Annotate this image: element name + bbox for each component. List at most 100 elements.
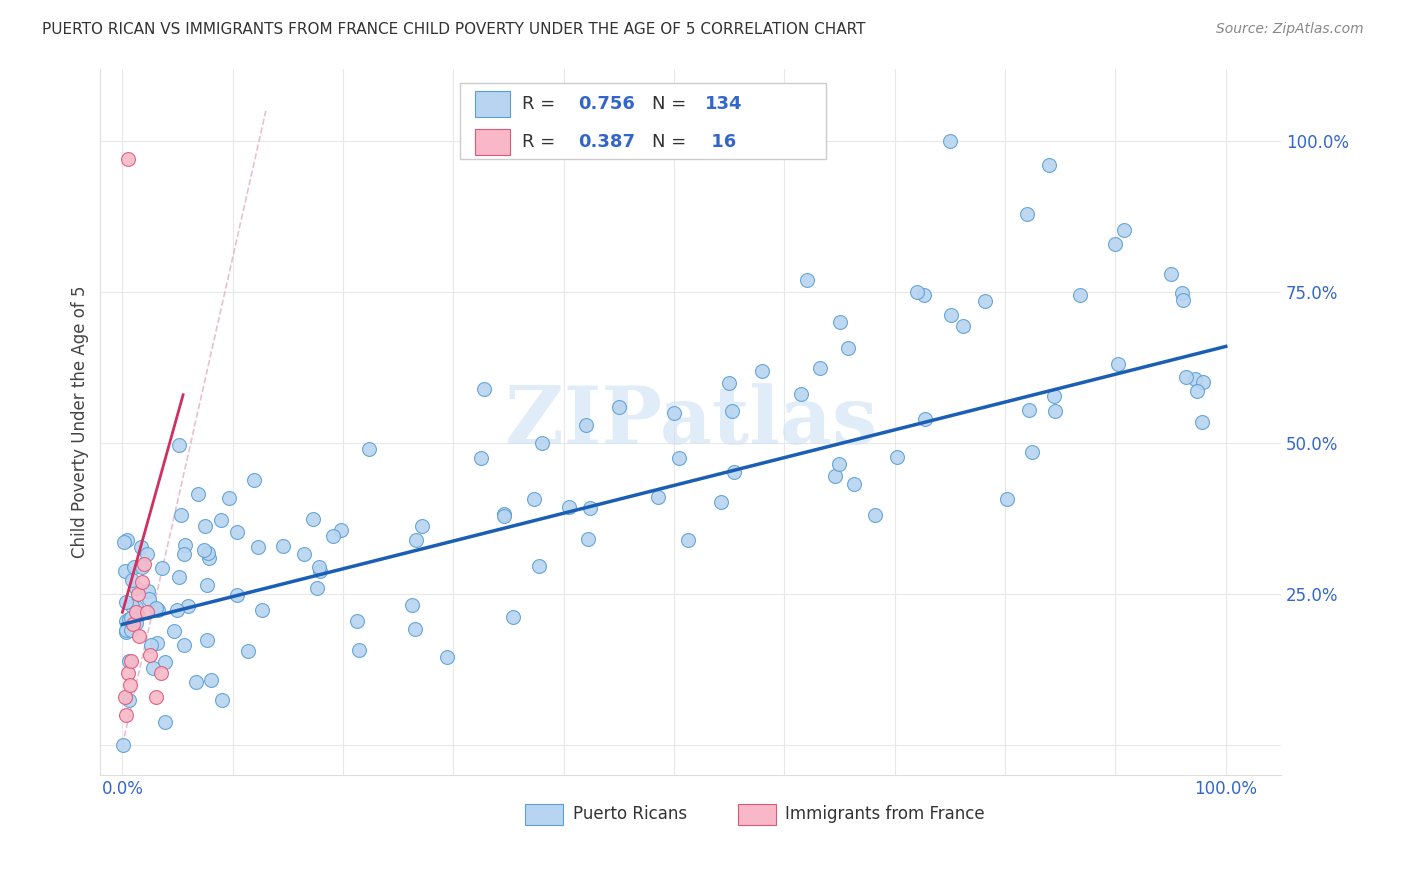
Point (226, 588, 249, 602)
Text: N =: N = (652, 95, 692, 113)
Point (120, 654, 142, 668)
Point (1018, 403, 1040, 417)
Text: 134: 134 (704, 95, 742, 113)
Point (167, 438, 190, 452)
Point (1184, 372, 1206, 386)
Point (122, 617, 145, 632)
Point (173, 639, 195, 653)
Point (405, 533, 427, 547)
Point (195, 577, 218, 591)
Point (127, 587, 149, 601)
Point (122, 559, 145, 574)
Point (115, 595, 138, 609)
Point (1173, 293, 1195, 307)
Point (114, 564, 136, 578)
Point (309, 565, 332, 579)
Point (1104, 236, 1126, 251)
Point (150, 665, 173, 680)
Point (939, 134, 962, 148)
Point (718, 376, 741, 390)
Point (117, 152, 139, 166)
Point (136, 584, 159, 599)
Point (153, 656, 176, 670)
Point (200, 673, 222, 688)
Point (115, 533, 138, 547)
FancyBboxPatch shape (738, 804, 776, 825)
Point (824, 468, 846, 483)
FancyBboxPatch shape (460, 83, 827, 159)
Point (308, 560, 330, 574)
Point (494, 508, 516, 523)
Point (1160, 267, 1182, 281)
Point (124, 605, 146, 619)
Point (1069, 288, 1091, 302)
Text: 0.756: 0.756 (578, 95, 636, 113)
Point (124, 600, 146, 615)
Point (1114, 223, 1136, 237)
Point (668, 450, 690, 465)
Point (118, 654, 141, 668)
Point (973, 293, 995, 308)
Point (502, 609, 524, 624)
Point (1043, 389, 1066, 403)
Point (349, 642, 371, 657)
Point (1191, 415, 1213, 429)
Point (676, 533, 699, 548)
Point (242, 473, 264, 487)
Point (134, 557, 156, 571)
Point (150, 560, 173, 574)
Point (120, 623, 142, 637)
Point (790, 387, 813, 401)
Point (305, 581, 328, 595)
Point (187, 487, 209, 501)
Point (472, 382, 495, 396)
Point (120, 611, 142, 625)
Point (197, 546, 219, 560)
Point (112, 534, 135, 549)
Point (723, 466, 745, 480)
Point (121, 599, 143, 614)
Point (941, 308, 963, 322)
Point (142, 661, 165, 675)
Point (162, 624, 184, 638)
Point (411, 519, 433, 533)
Point (271, 539, 294, 553)
Text: R =: R = (522, 95, 561, 113)
Text: ZIPatlas: ZIPatlas (505, 383, 877, 461)
Point (250, 603, 273, 617)
Point (330, 523, 353, 537)
Point (111, 738, 134, 752)
Point (576, 533, 599, 547)
Point (842, 477, 865, 491)
Point (995, 491, 1018, 506)
Point (236, 643, 259, 657)
Point (1107, 357, 1129, 371)
Point (195, 633, 218, 648)
Point (118, 693, 141, 707)
Point (1021, 444, 1043, 458)
Point (346, 614, 368, 628)
Point (197, 550, 219, 565)
Point (662, 406, 685, 420)
Point (292, 547, 315, 561)
Point (710, 494, 733, 508)
Text: PUERTO RICAN VS IMMIGRANTS FROM FRANCE CHILD POVERTY UNDER THE AGE OF 5 CORRELAT: PUERTO RICAN VS IMMIGRANTS FROM FRANCE C… (42, 22, 866, 37)
Point (170, 508, 193, 523)
Point (796, 273, 818, 287)
Point (357, 442, 380, 457)
Point (125, 616, 148, 631)
Point (120, 678, 142, 692)
Point (863, 508, 886, 522)
Point (115, 623, 138, 637)
Point (131, 575, 153, 590)
Point (118, 612, 141, 626)
Point (1187, 384, 1209, 399)
FancyBboxPatch shape (475, 129, 510, 154)
Point (218, 491, 240, 505)
Point (401, 599, 423, 613)
Point (914, 411, 936, 425)
Y-axis label: Child Poverty Under the Age of 5: Child Poverty Under the Age of 5 (72, 285, 89, 558)
Point (114, 708, 136, 723)
Point (1045, 404, 1067, 418)
Point (211, 693, 233, 707)
